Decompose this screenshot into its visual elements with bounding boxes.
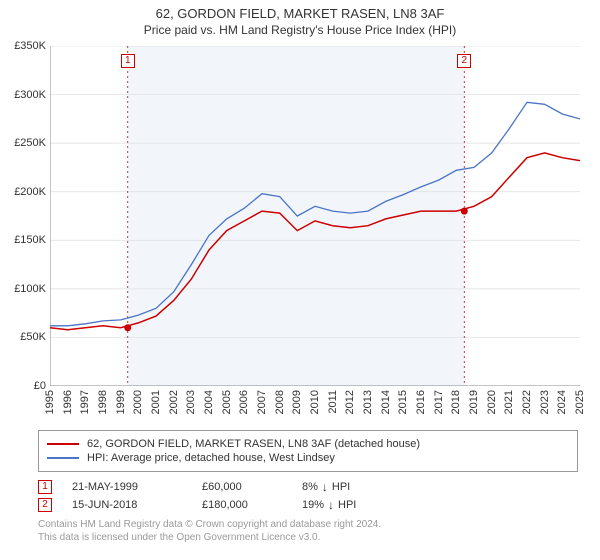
x-tick-label: 2000 xyxy=(132,390,144,414)
x-tick-label: 2016 xyxy=(415,390,427,414)
chart-subtitle: Price paid vs. HM Land Registry's House … xyxy=(0,23,600,37)
sale-price: £180,000 xyxy=(202,499,282,511)
sales-block: 1 21-MAY-1999 £60,000 8% ↓ HPI 2 15-JUN-2018 £18… xyxy=(38,480,578,512)
x-tick-label: 2022 xyxy=(521,390,533,414)
x-tick-label: 2024 xyxy=(556,390,568,414)
x-tick-label: 2020 xyxy=(486,390,498,414)
sale-price: £60,000 xyxy=(202,481,282,493)
sale-row: 2 15-JUN-2018 £180,000 19% ↓ HPI xyxy=(38,498,578,512)
sale-date: 15-JUN-2018 xyxy=(72,499,182,511)
x-tick-label: 2011 xyxy=(327,390,339,414)
y-tick-label: £150K xyxy=(0,234,46,246)
x-axis-ticks: 1995199619971998199920002001200220032004… xyxy=(50,386,580,426)
x-tick-label: 2017 xyxy=(433,390,445,414)
legend-row: HPI: Average price, detached house, West… xyxy=(47,452,569,464)
sale-diff-label: HPI xyxy=(338,499,356,511)
x-tick-label: 2012 xyxy=(344,390,356,414)
sale-diff: 19% ↓ HPI xyxy=(302,498,392,512)
y-tick-label: £350K xyxy=(0,40,46,52)
x-tick-label: 1996 xyxy=(62,390,74,414)
sale-row-marker: 1 xyxy=(38,480,52,494)
legend-box: 62, GORDON FIELD, MARKET RASEN, LN8 3AF … xyxy=(38,430,578,472)
x-tick-label: 1995 xyxy=(44,390,56,414)
arrow-down-icon: ↓ xyxy=(328,498,334,512)
y-tick-label: £200K xyxy=(0,186,46,198)
x-tick-label: 2005 xyxy=(221,390,233,414)
x-tick-label: 2001 xyxy=(150,390,162,414)
y-tick-label: £50K xyxy=(0,331,46,343)
x-tick-label: 2018 xyxy=(450,390,462,414)
attribution-line1: Contains HM Land Registry data © Crown c… xyxy=(38,518,578,531)
sale-diff-pct: 8% xyxy=(302,481,318,493)
sale-marker-1: 1 xyxy=(121,54,135,68)
legend-row: 62, GORDON FIELD, MARKET RASEN, LN8 3AF … xyxy=(47,438,569,450)
y-axis-ticks: £0£50K£100K£150K£200K£250K£300K£350K xyxy=(0,46,48,386)
x-tick-label: 2019 xyxy=(468,390,480,414)
sale-row-marker: 2 xyxy=(38,498,52,512)
legend-label: 62, GORDON FIELD, MARKET RASEN, LN8 3AF … xyxy=(87,438,420,450)
sale-diff: 8% ↓ HPI xyxy=(302,480,392,494)
x-tick-label: 1997 xyxy=(79,390,91,414)
title-block: 62, GORDON FIELD, MARKET RASEN, LN8 3AF … xyxy=(0,0,600,37)
x-tick-label: 2002 xyxy=(168,390,180,414)
chart-area: £0£50K£100K£150K£200K£250K£300K£350K 199… xyxy=(50,46,580,386)
x-tick-label: 2008 xyxy=(274,390,286,414)
x-tick-label: 2013 xyxy=(362,390,374,414)
x-tick-label: 2014 xyxy=(380,390,392,414)
x-tick-label: 2009 xyxy=(291,390,303,414)
x-tick-label: 1999 xyxy=(115,390,127,414)
y-tick-label: £100K xyxy=(0,283,46,295)
x-tick-label: 2025 xyxy=(574,390,586,414)
x-tick-label: 2004 xyxy=(203,390,215,414)
x-tick-label: 2003 xyxy=(185,390,197,414)
y-tick-label: £0 xyxy=(0,380,46,392)
sale-date: 21-MAY-1999 xyxy=(72,481,182,493)
x-tick-label: 2010 xyxy=(309,390,321,414)
attribution-line2: This data is licensed under the Open Gov… xyxy=(38,531,578,544)
y-tick-label: £250K xyxy=(0,137,46,149)
sale-diff-pct: 19% xyxy=(302,499,324,511)
sale-row: 1 21-MAY-1999 £60,000 8% ↓ HPI xyxy=(38,480,578,494)
sale-diff-label: HPI xyxy=(332,481,350,493)
legend-swatch xyxy=(47,457,79,459)
legend-swatch xyxy=(47,443,79,445)
plot-svg xyxy=(50,46,580,386)
footer: 62, GORDON FIELD, MARKET RASEN, LN8 3AF … xyxy=(38,430,578,544)
x-tick-label: 2021 xyxy=(503,390,515,414)
x-tick-label: 2023 xyxy=(539,390,551,414)
x-tick-label: 2007 xyxy=(256,390,268,414)
y-tick-label: £300K xyxy=(0,89,46,101)
arrow-down-icon: ↓ xyxy=(322,480,328,494)
x-tick-label: 2015 xyxy=(397,390,409,414)
x-tick-label: 1998 xyxy=(97,390,109,414)
sale-marker-2: 2 xyxy=(457,54,471,68)
attribution: Contains HM Land Registry data © Crown c… xyxy=(38,518,578,544)
x-tick-label: 2006 xyxy=(238,390,250,414)
chart-title: 62, GORDON FIELD, MARKET RASEN, LN8 3AF xyxy=(0,6,600,21)
legend-label: HPI: Average price, detached house, West… xyxy=(87,452,335,464)
